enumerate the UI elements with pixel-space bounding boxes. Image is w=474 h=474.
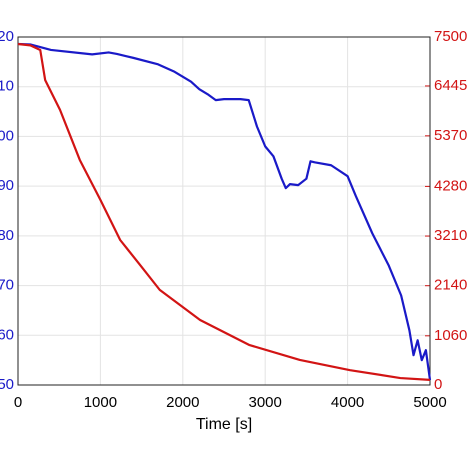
y2-tick-label: 1060	[434, 327, 467, 344]
y2-tick-label: 3210	[434, 227, 467, 244]
x-tick-label: 4000	[331, 394, 364, 411]
y2-tick-label: 6445	[434, 77, 467, 94]
y-tick-label: 120	[0, 28, 14, 45]
data-line	[17, 42, 431, 381]
y-tick-label: 50	[0, 376, 14, 393]
plot-frame	[17, 36, 431, 386]
y2-tick-label: 4280	[434, 177, 467, 194]
y-tick-label: 80	[0, 227, 14, 244]
x-tick-label: 2000	[166, 394, 199, 411]
data-line	[17, 42, 432, 381]
x-tick-label: 5000	[413, 394, 446, 411]
y2-tick-label: 7500	[434, 28, 467, 45]
x-axis-label: Time [s]	[196, 416, 252, 433]
x-tick-label: 3000	[249, 394, 282, 411]
y-tick-label: 60	[0, 326, 14, 343]
x-tick-label: 0	[14, 394, 22, 411]
y-tick-label: 100	[0, 127, 14, 144]
y2-tick-label: 2140	[434, 277, 467, 294]
y2-tick-label: 5370	[434, 127, 467, 144]
y-tick-label: 70	[0, 277, 14, 294]
y-tick-label: 90	[0, 177, 14, 194]
x-tick-label: 1000	[84, 394, 117, 411]
y-tick-label: 110	[0, 78, 14, 95]
y2-tick-label: 0	[434, 376, 442, 393]
